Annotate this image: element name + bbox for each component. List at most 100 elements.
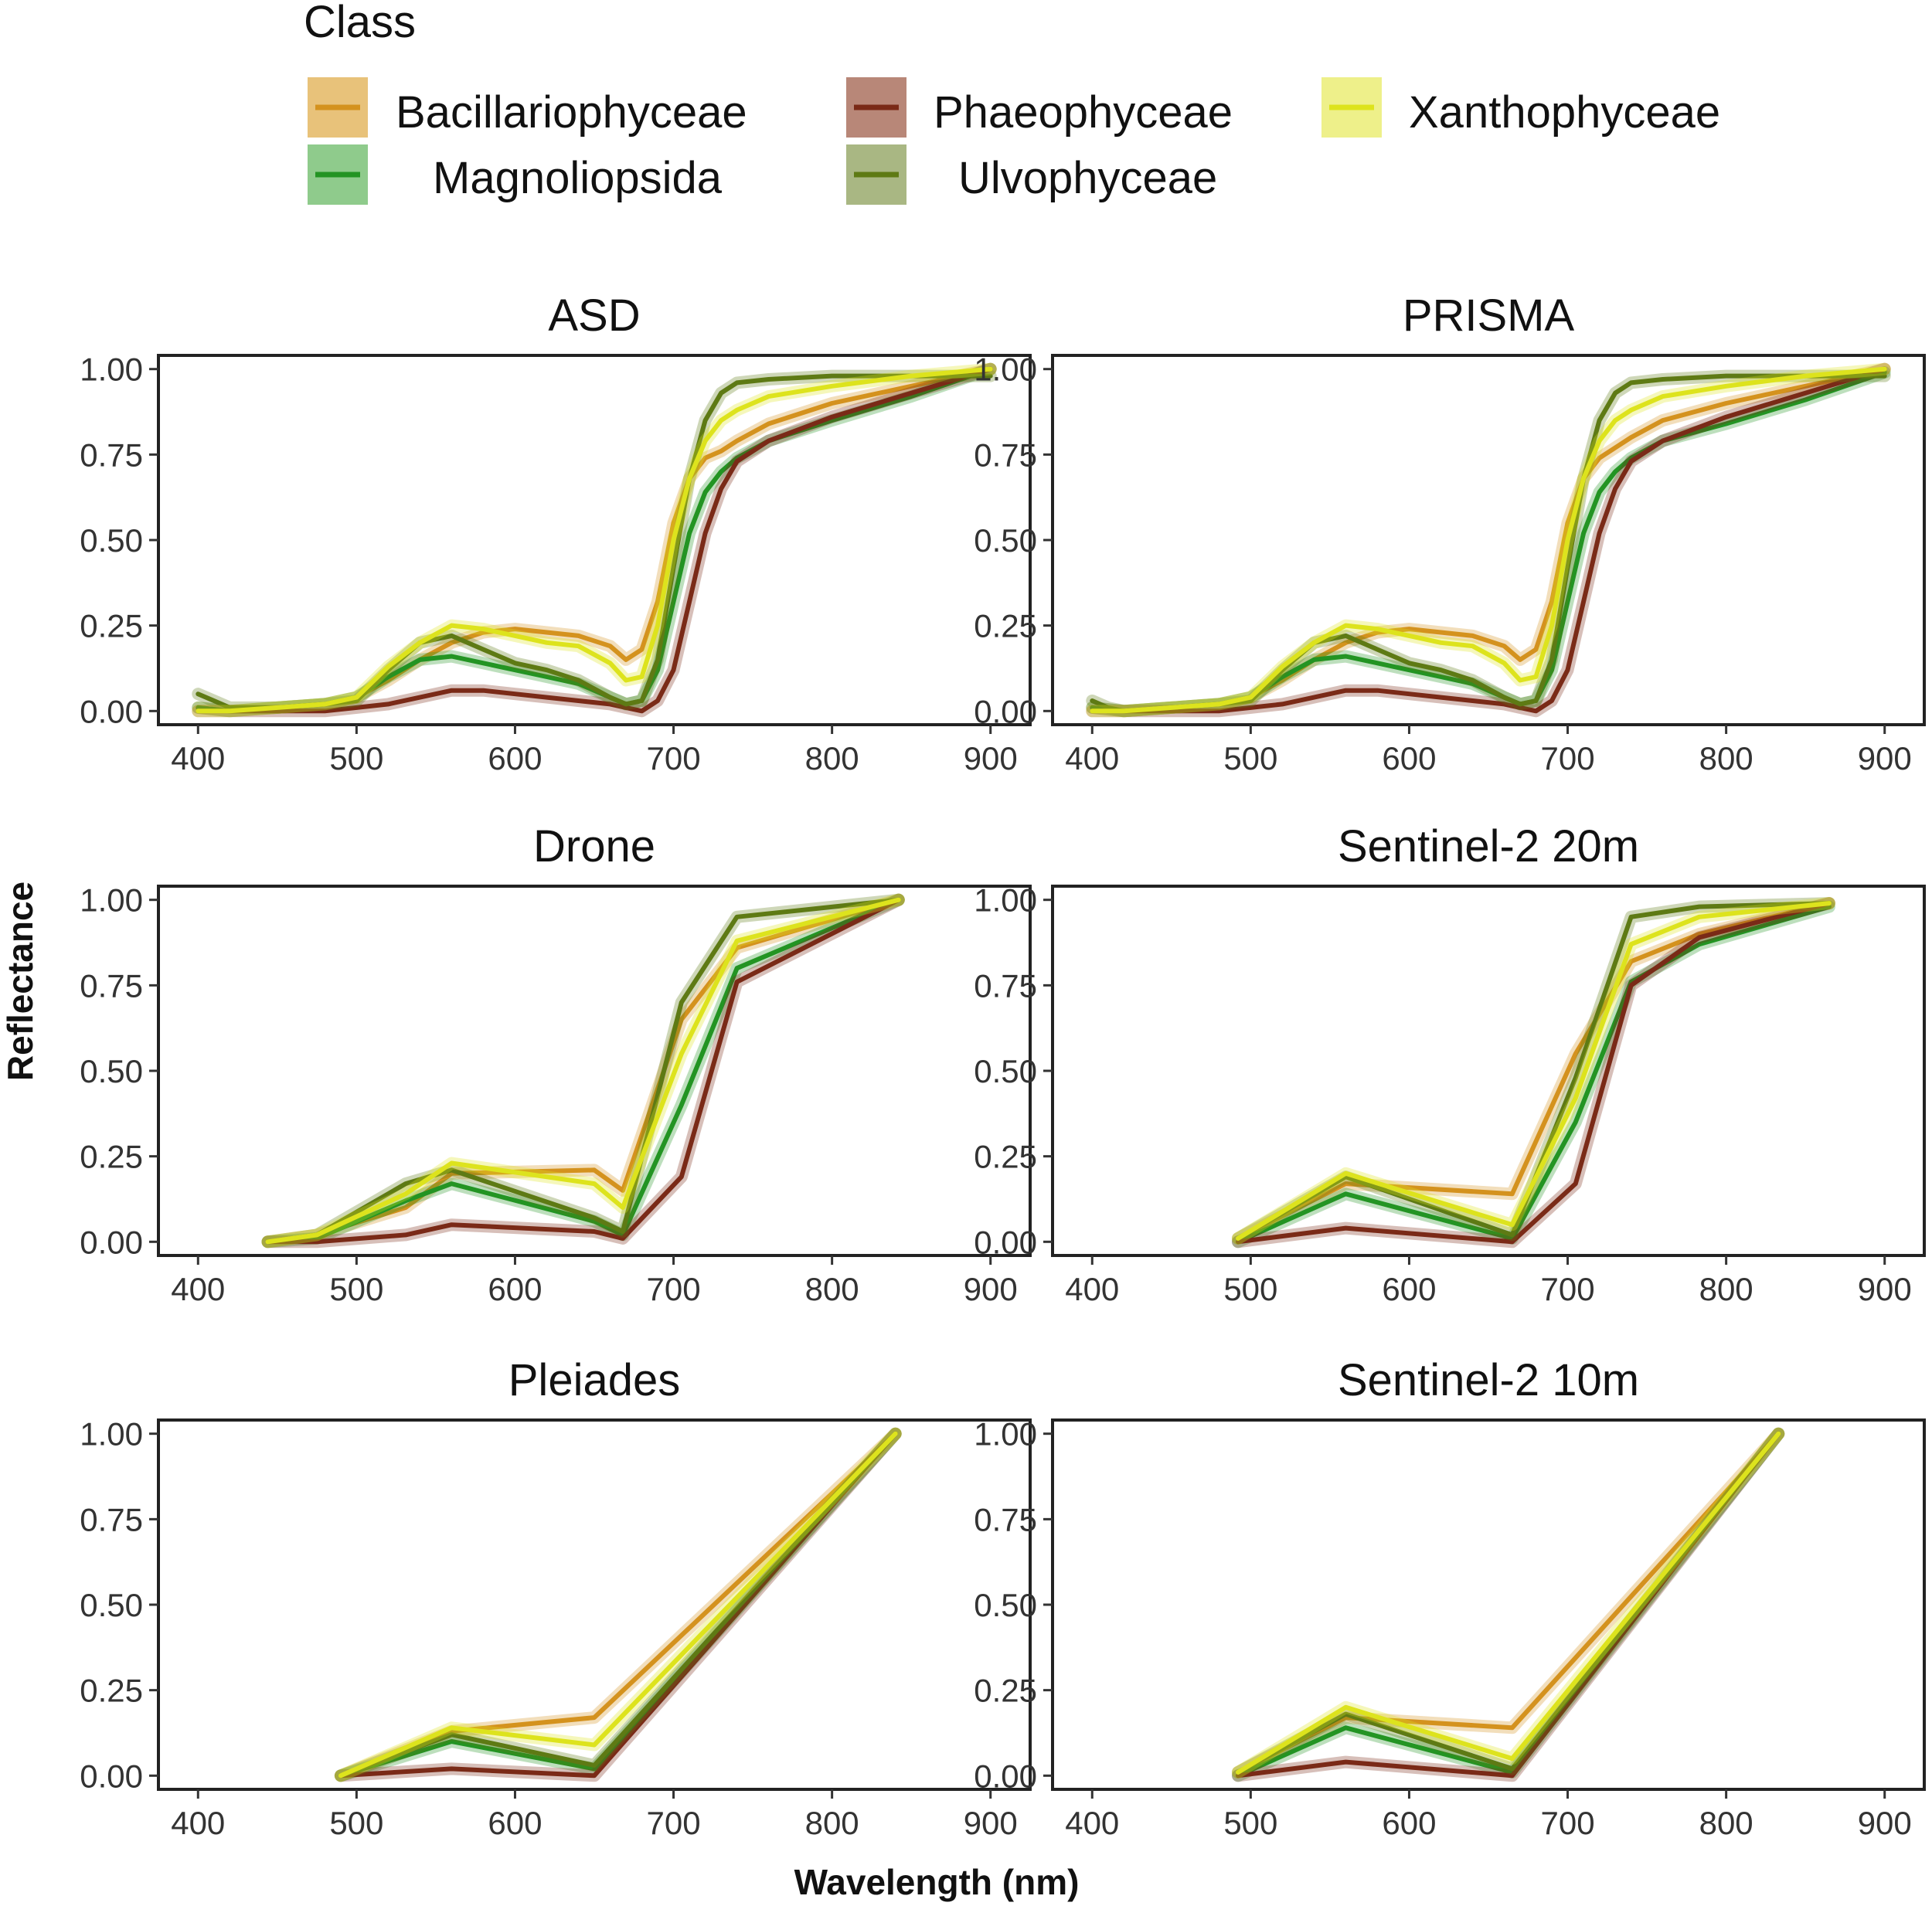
y-tick-label-drone: 0.50: [80, 1053, 143, 1089]
y-tick-label-drone: 0.00: [80, 1224, 143, 1260]
panel-title-asd: ASD: [548, 290, 640, 341]
x-tick-label-prisma: 800: [1699, 740, 1753, 776]
y-tick-label-asd: 0.50: [80, 522, 143, 559]
x-axis-label: Wavelength (nm): [794, 1862, 1080, 1902]
x-tick-label-prisma: 500: [1223, 740, 1277, 776]
y-tick-label-pleiades: 0.00: [80, 1758, 143, 1794]
series-line-sentinel-2-20m-phaeophyceae: [1236, 901, 1832, 1245]
legend-title: Class: [304, 0, 416, 47]
y-tick-label-sentinel-2-20m: 0.75: [974, 967, 1037, 1004]
series-line-sentinel-2-20m-xanthophyceae: [1236, 901, 1832, 1241]
legend-label-xanthophyceae: Xanthophyceae: [1409, 87, 1720, 138]
x-tick-label-pleiades: 700: [647, 1805, 701, 1841]
panel-title-prisma: PRISMA: [1403, 290, 1575, 341]
panel-sentinel-2-10m: Sentinel-2 10m 0.00 0.25 0.50 0.75 1.00 400 500…: [974, 1355, 1926, 1841]
x-tick-label-asd: 400: [171, 740, 225, 776]
panel-drone: Drone 0.00 0.25 0.50 0.75 1.00 400 500 600 700 800…: [80, 821, 1032, 1307]
series-line-pleiades-phaeophyceae: [338, 1431, 898, 1779]
x-tick-label-asd: 700: [647, 740, 701, 776]
x-tick-label-sentinel-2-10m: 800: [1699, 1805, 1753, 1841]
y-tick-label-prisma: 0.75: [974, 437, 1037, 473]
legend-label-magnoliopsida: Magnoliopsida: [433, 153, 723, 203]
series-line-asd-xanthophyceae: [196, 366, 993, 714]
x-tick-label-drone: 800: [805, 1271, 859, 1307]
x-tick-label-prisma: 400: [1065, 740, 1119, 776]
series-line-prisma-phaeophyceae: [1090, 366, 1887, 714]
series-line-asd-phaeophyceae: [196, 366, 993, 714]
panel-frame-drone: [157, 885, 1032, 1257]
panel-title-pleiades: Pleiades: [509, 1355, 680, 1405]
x-tick-label-asd: 800: [805, 740, 859, 776]
y-tick-label-sentinel-2-10m: 0.50: [974, 1587, 1037, 1623]
facet-panels: ASD 0.00 0.25 0.50 0.75 1.00 400 500 600 700 800 90…: [80, 290, 1926, 1841]
series-line-sentinel-2-20m-bacillariophyceae: [1236, 901, 1832, 1241]
x-tick-label-asd: 600: [488, 740, 542, 776]
y-tick-label-asd: 0.25: [80, 608, 143, 644]
x-tick-label-sentinel-2-10m: 600: [1382, 1805, 1436, 1841]
legend: Class Bacillariophyceae Phaeophyceae Xanth…: [304, 0, 1720, 205]
x-tick-label-prisma: 900: [1858, 740, 1912, 776]
panel-prisma: PRISMA 0.00 0.25 0.50 0.75 1.00 400 500 600 700 80…: [974, 290, 1926, 776]
panel-frame-sentinel-2-10m: [1051, 1418, 1926, 1791]
y-tick-label-prisma: 0.25: [974, 608, 1037, 644]
legend-label-bacillariophyceae: Bacillariophyceae: [396, 87, 747, 138]
y-tick-label-sentinel-2-20m: 0.25: [974, 1139, 1037, 1175]
panel-frame-asd: [157, 354, 1032, 726]
x-tick-label-pleiades: 900: [964, 1805, 1018, 1841]
y-tick-label-drone: 0.25: [80, 1139, 143, 1175]
x-tick-label-sentinel-2-10m: 900: [1858, 1805, 1912, 1841]
series-line-sentinel-2-10m-ulvophyceae: [1236, 1431, 1781, 1775]
y-tick-label-sentinel-2-10m: 1.00: [974, 1416, 1037, 1452]
panel-title-sentinel-2-20m: Sentinel-2 20m: [1338, 821, 1639, 871]
y-tick-label-drone: 0.75: [80, 967, 143, 1004]
x-tick-label-sentinel-2-20m: 400: [1065, 1271, 1119, 1307]
panel-frame-pleiades: [157, 1418, 1032, 1791]
x-tick-label-pleiades: 500: [329, 1805, 383, 1841]
x-tick-label-asd: 900: [964, 740, 1018, 776]
y-tick-label-sentinel-2-10m: 0.25: [974, 1673, 1037, 1709]
x-tick-label-sentinel-2-20m: 800: [1699, 1271, 1753, 1307]
series-line-sentinel-2-10m-xanthophyceae: [1236, 1431, 1781, 1775]
x-tick-label-drone: 900: [964, 1271, 1018, 1307]
y-tick-label-sentinel-2-10m: 0.75: [974, 1501, 1037, 1537]
series-line-drone-magnoliopsida: [265, 897, 901, 1245]
x-tick-label-pleiades: 400: [171, 1805, 225, 1841]
y-tick-label-prisma: 1.00: [974, 352, 1037, 388]
series-line-prisma-xanthophyceae: [1090, 366, 1887, 714]
series-line-sentinel-2-20m-magnoliopsida: [1236, 904, 1832, 1245]
legend-label-ulvophyceae: Ulvophyceae: [958, 153, 1217, 203]
y-tick-label-pleiades: 1.00: [80, 1416, 143, 1452]
y-tick-label-sentinel-2-10m: 0.00: [974, 1758, 1037, 1794]
y-tick-label-sentinel-2-20m: 0.50: [974, 1053, 1037, 1089]
panel-title-drone: Drone: [533, 821, 655, 871]
x-tick-label-drone: 600: [488, 1271, 542, 1307]
y-tick-label-prisma: 0.00: [974, 693, 1037, 729]
y-tick-label-asd: 0.75: [80, 437, 143, 473]
x-tick-label-prisma: 600: [1382, 740, 1436, 776]
x-tick-label-prisma: 700: [1541, 740, 1595, 776]
x-tick-label-pleiades: 800: [805, 1805, 859, 1841]
panel-frame-sentinel-2-20m: [1051, 885, 1926, 1257]
x-tick-label-asd: 500: [329, 740, 383, 776]
y-tick-label-prisma: 0.50: [974, 522, 1037, 559]
x-tick-label-sentinel-2-20m: 700: [1541, 1271, 1595, 1307]
series-line-pleiades-xanthophyceae: [338, 1431, 898, 1779]
y-tick-label-asd: 0.00: [80, 693, 143, 729]
y-tick-label-drone: 1.00: [80, 882, 143, 919]
x-tick-label-sentinel-2-20m: 600: [1382, 1271, 1436, 1307]
y-tick-label-pleiades: 0.25: [80, 1673, 143, 1709]
y-tick-label-sentinel-2-20m: 1.00: [974, 882, 1037, 919]
series-line-pleiades-ulvophyceae: [338, 1431, 898, 1779]
x-tick-label-sentinel-2-10m: 700: [1541, 1805, 1595, 1841]
y-tick-label-pleiades: 0.50: [80, 1587, 143, 1623]
x-tick-label-sentinel-2-20m: 500: [1223, 1271, 1277, 1307]
series-line-drone-xanthophyceae: [265, 897, 901, 1245]
x-tick-label-sentinel-2-20m: 900: [1858, 1271, 1912, 1307]
series-line-drone-ulvophyceae: [265, 897, 901, 1245]
x-tick-label-drone: 400: [171, 1271, 225, 1307]
panel-pleiades: Pleiades 0.00 0.25 0.50 0.75 1.00 400 500 600 700…: [80, 1355, 1032, 1841]
x-tick-label-sentinel-2-10m: 500: [1223, 1805, 1277, 1841]
y-tick-label-asd: 1.00: [80, 352, 143, 388]
y-axis-label: Reflectance: [0, 882, 40, 1081]
